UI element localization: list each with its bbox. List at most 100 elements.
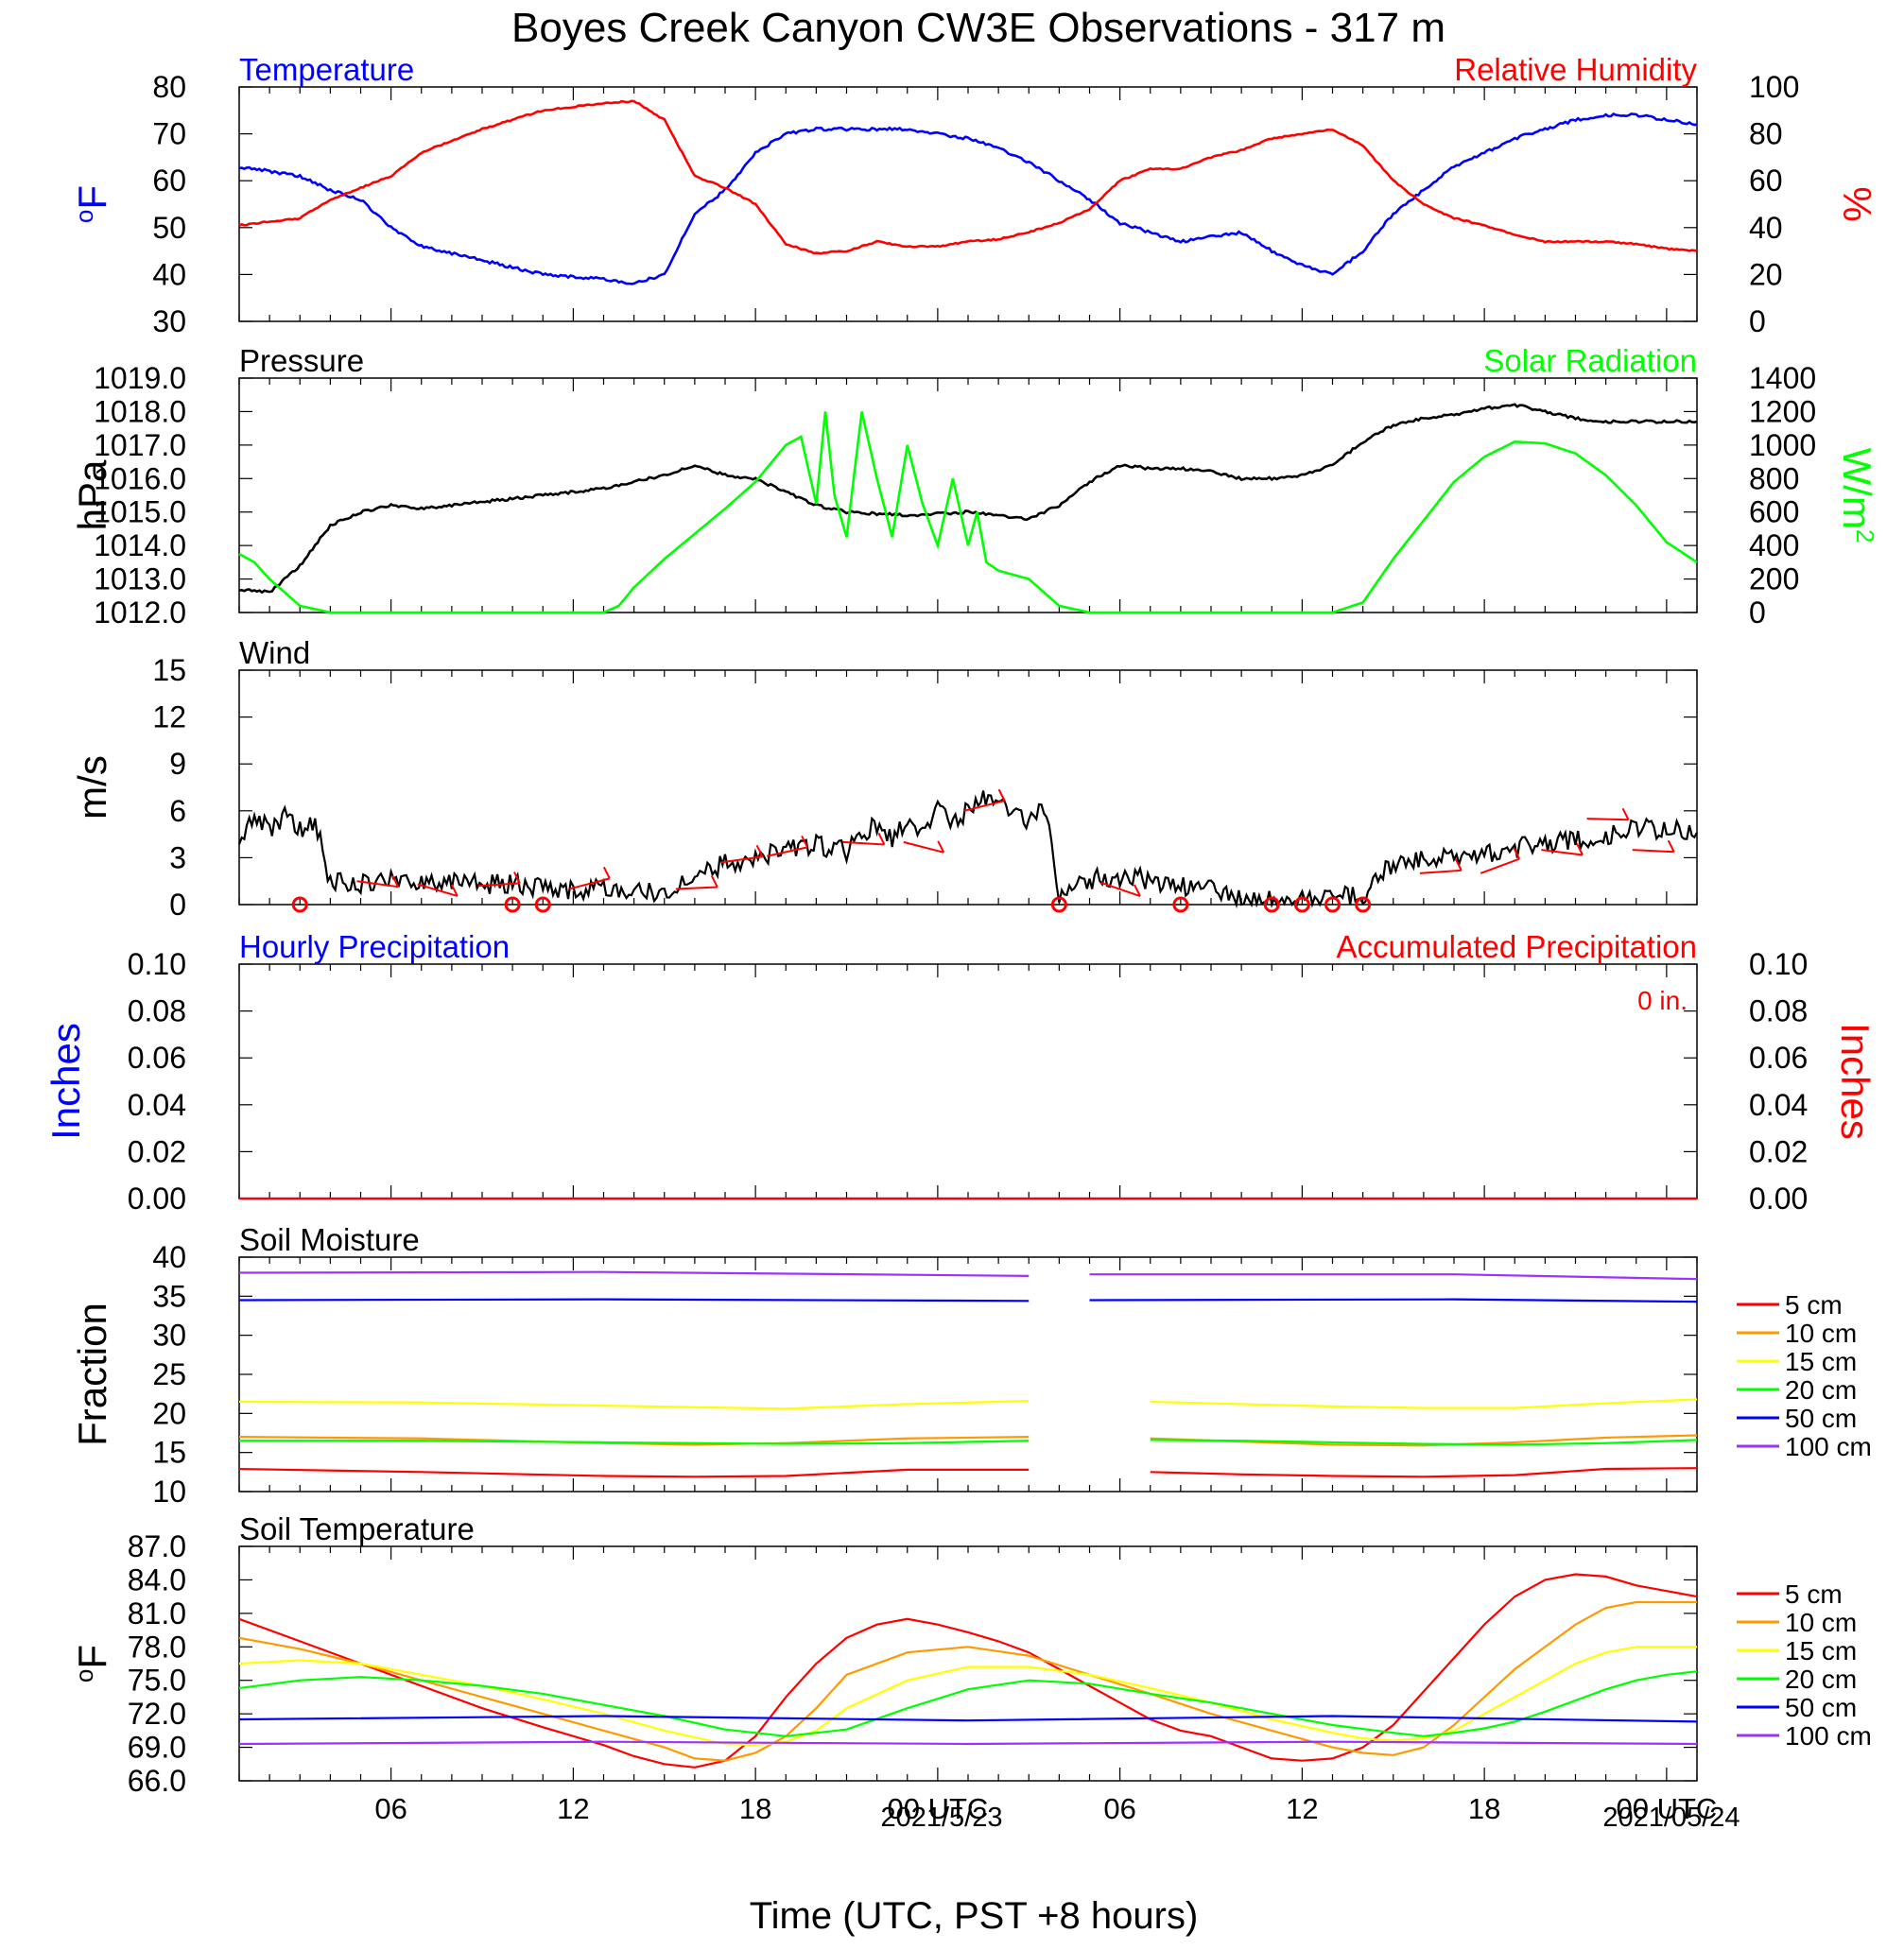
series-line-10-cm-0 <box>238 1436 1030 1446</box>
y-tick-label-right: 0 <box>1749 595 1766 630</box>
wind-barb-flag <box>1576 843 1584 855</box>
panel-5: 66.069.072.075.078.081.084.087.0 Soil Tem… <box>70 1511 1872 1825</box>
legend-label: 5 cm <box>1785 1290 1843 1320</box>
panel-0: 30 40 50 60 70 80 0 20 40 60 80 100 Temperature Relat… <box>70 52 1879 338</box>
wind-barb <box>1541 849 1584 856</box>
series-line-5-cm <box>238 1573 1698 1769</box>
y-tick-label-right: 0.10 <box>1749 947 1808 981</box>
y-tick-label: 15 <box>152 653 186 687</box>
y-tick-label-right: 0.00 <box>1749 1182 1808 1216</box>
series-line-15-cm <box>238 1646 1697 1747</box>
series-line-20-cm-0 <box>239 1440 1030 1445</box>
wind-calm-marker <box>1355 896 1372 913</box>
y-tick-label-right: 800 <box>1749 461 1799 495</box>
legend-label: 10 cm <box>1785 1319 1857 1348</box>
y-tick-label: 40 <box>152 1240 186 1274</box>
date-label-1: 2021/05/24 <box>1602 1803 1740 1833</box>
y-axis-label-left: Fraction <box>70 1303 114 1446</box>
wind-barb-flag <box>877 833 886 845</box>
y-tick-label: 1016.0 <box>94 461 186 495</box>
panel-title-left: Pressure <box>239 343 364 378</box>
y-tick-label: 30 <box>152 1319 186 1353</box>
y-tick-label: 0.04 <box>128 1088 186 1122</box>
panel-frame <box>238 963 1698 1199</box>
y-axis-label-right: % <box>1835 186 1879 221</box>
wind-barb <box>842 840 885 846</box>
panel-title-right: Solar Radiation <box>1483 343 1697 378</box>
y-tick-label: 87.0 <box>128 1529 186 1563</box>
legend-label: 10 cm <box>1785 1608 1857 1637</box>
y-tick-label: 81.0 <box>128 1596 186 1631</box>
series-line-wind <box>237 790 1698 909</box>
series-line-100-cm-1 <box>1089 1273 1698 1281</box>
panel-title-left: Hourly Precipitation <box>239 929 510 964</box>
y-tick-label: 0.06 <box>128 1041 186 1075</box>
wind-barb-flag <box>513 871 521 884</box>
x-tick-label: 00 UTC <box>1616 1792 1717 1825</box>
y-tick-label-right: 0 <box>1749 304 1766 338</box>
wind-barb-flag <box>801 835 808 848</box>
panel-3: 0.00 0.02 0.04 0.06 0.08 0.10 0.00 0.02 0.04 0.06… <box>43 929 1878 1216</box>
y-tick-label: 25 <box>152 1357 186 1391</box>
y-tick-label: 1013.0 <box>94 562 186 596</box>
wind-barb-flag <box>450 884 459 897</box>
legend-label: 20 cm <box>1785 1375 1857 1405</box>
wind-calm-marker <box>1172 896 1189 913</box>
y-tick-label: 70 <box>152 117 186 151</box>
panel-1: 1012.01013.01014.01015.01016.01017.01018… <box>70 343 1879 630</box>
precip-total: 0 in. <box>1637 986 1688 1015</box>
series-line-pressure <box>238 403 1698 595</box>
y-tick-label: 35 <box>152 1279 186 1313</box>
y-tick-label-right: 60 <box>1749 164 1783 198</box>
y-tick-label: 1017.0 <box>94 428 186 462</box>
y-tick-label-right: 0.02 <box>1749 1134 1808 1168</box>
y-tick-label: 12 <box>152 700 186 734</box>
y-tick-label-right: 200 <box>1749 562 1799 596</box>
y-tick-label: 3 <box>169 840 186 874</box>
y-tick-label: 69.0 <box>128 1731 186 1765</box>
y-tick-label-right: 0.08 <box>1749 994 1808 1028</box>
wind-calm-marker <box>291 896 308 913</box>
y-tick-label: 20 <box>152 1396 186 1430</box>
series-line-5-cm-1 <box>1150 1467 1698 1478</box>
y-tick-label: 84.0 <box>128 1562 186 1596</box>
y-tick-label-right: 400 <box>1749 528 1799 562</box>
x-tick-label: 00 UTC <box>887 1792 988 1825</box>
panel-title-left: Temperature <box>239 52 414 87</box>
wind-barb <box>477 882 520 888</box>
wind-barb <box>1419 869 1462 874</box>
wind-barb-flag <box>710 874 718 888</box>
y-tick-label: 1015.0 <box>94 495 186 529</box>
legend-label: 100 cm <box>1785 1721 1872 1751</box>
y-tick-label-right: 0.04 <box>1749 1088 1808 1122</box>
y-tick-label: 50 <box>152 211 186 245</box>
series-line-50-cm-0 <box>238 1298 1030 1303</box>
y-tick-label: 80 <box>152 70 186 104</box>
legend-label: 15 cm <box>1785 1347 1857 1376</box>
y-tick-label-right: 1200 <box>1749 394 1816 428</box>
series-line-100-cm <box>238 1740 1698 1746</box>
y-tick-label: 1018.0 <box>94 394 186 428</box>
y-axis-label-left: Inches <box>43 1023 88 1140</box>
y-axis-label-left: oF <box>70 185 114 223</box>
y-tick-label: 9 <box>169 747 186 781</box>
wind-barb <box>569 877 611 890</box>
y-axis-label-left: oF <box>70 1645 114 1683</box>
x-tick-label: 12 <box>1286 1792 1318 1825</box>
panel-frame <box>238 669 1698 906</box>
y-tick-label-right: 600 <box>1749 495 1799 529</box>
y-tick-label-right: 0.06 <box>1749 1041 1808 1075</box>
y-tick-label: 75.0 <box>128 1664 186 1698</box>
y-tick-label: 10 <box>152 1475 186 1509</box>
wind-barb <box>356 880 399 889</box>
y-tick-label-right: 100 <box>1749 70 1799 104</box>
series-line-5-cm-0 <box>238 1467 1030 1478</box>
wind-barb-flag <box>1621 807 1630 820</box>
wind-barb <box>903 840 944 854</box>
wind-barb-flag <box>997 788 1006 802</box>
series-line-50-cm <box>238 1715 1698 1723</box>
y-tick-label: 60 <box>152 164 186 198</box>
y-axis-label-left: hPa <box>70 459 114 530</box>
